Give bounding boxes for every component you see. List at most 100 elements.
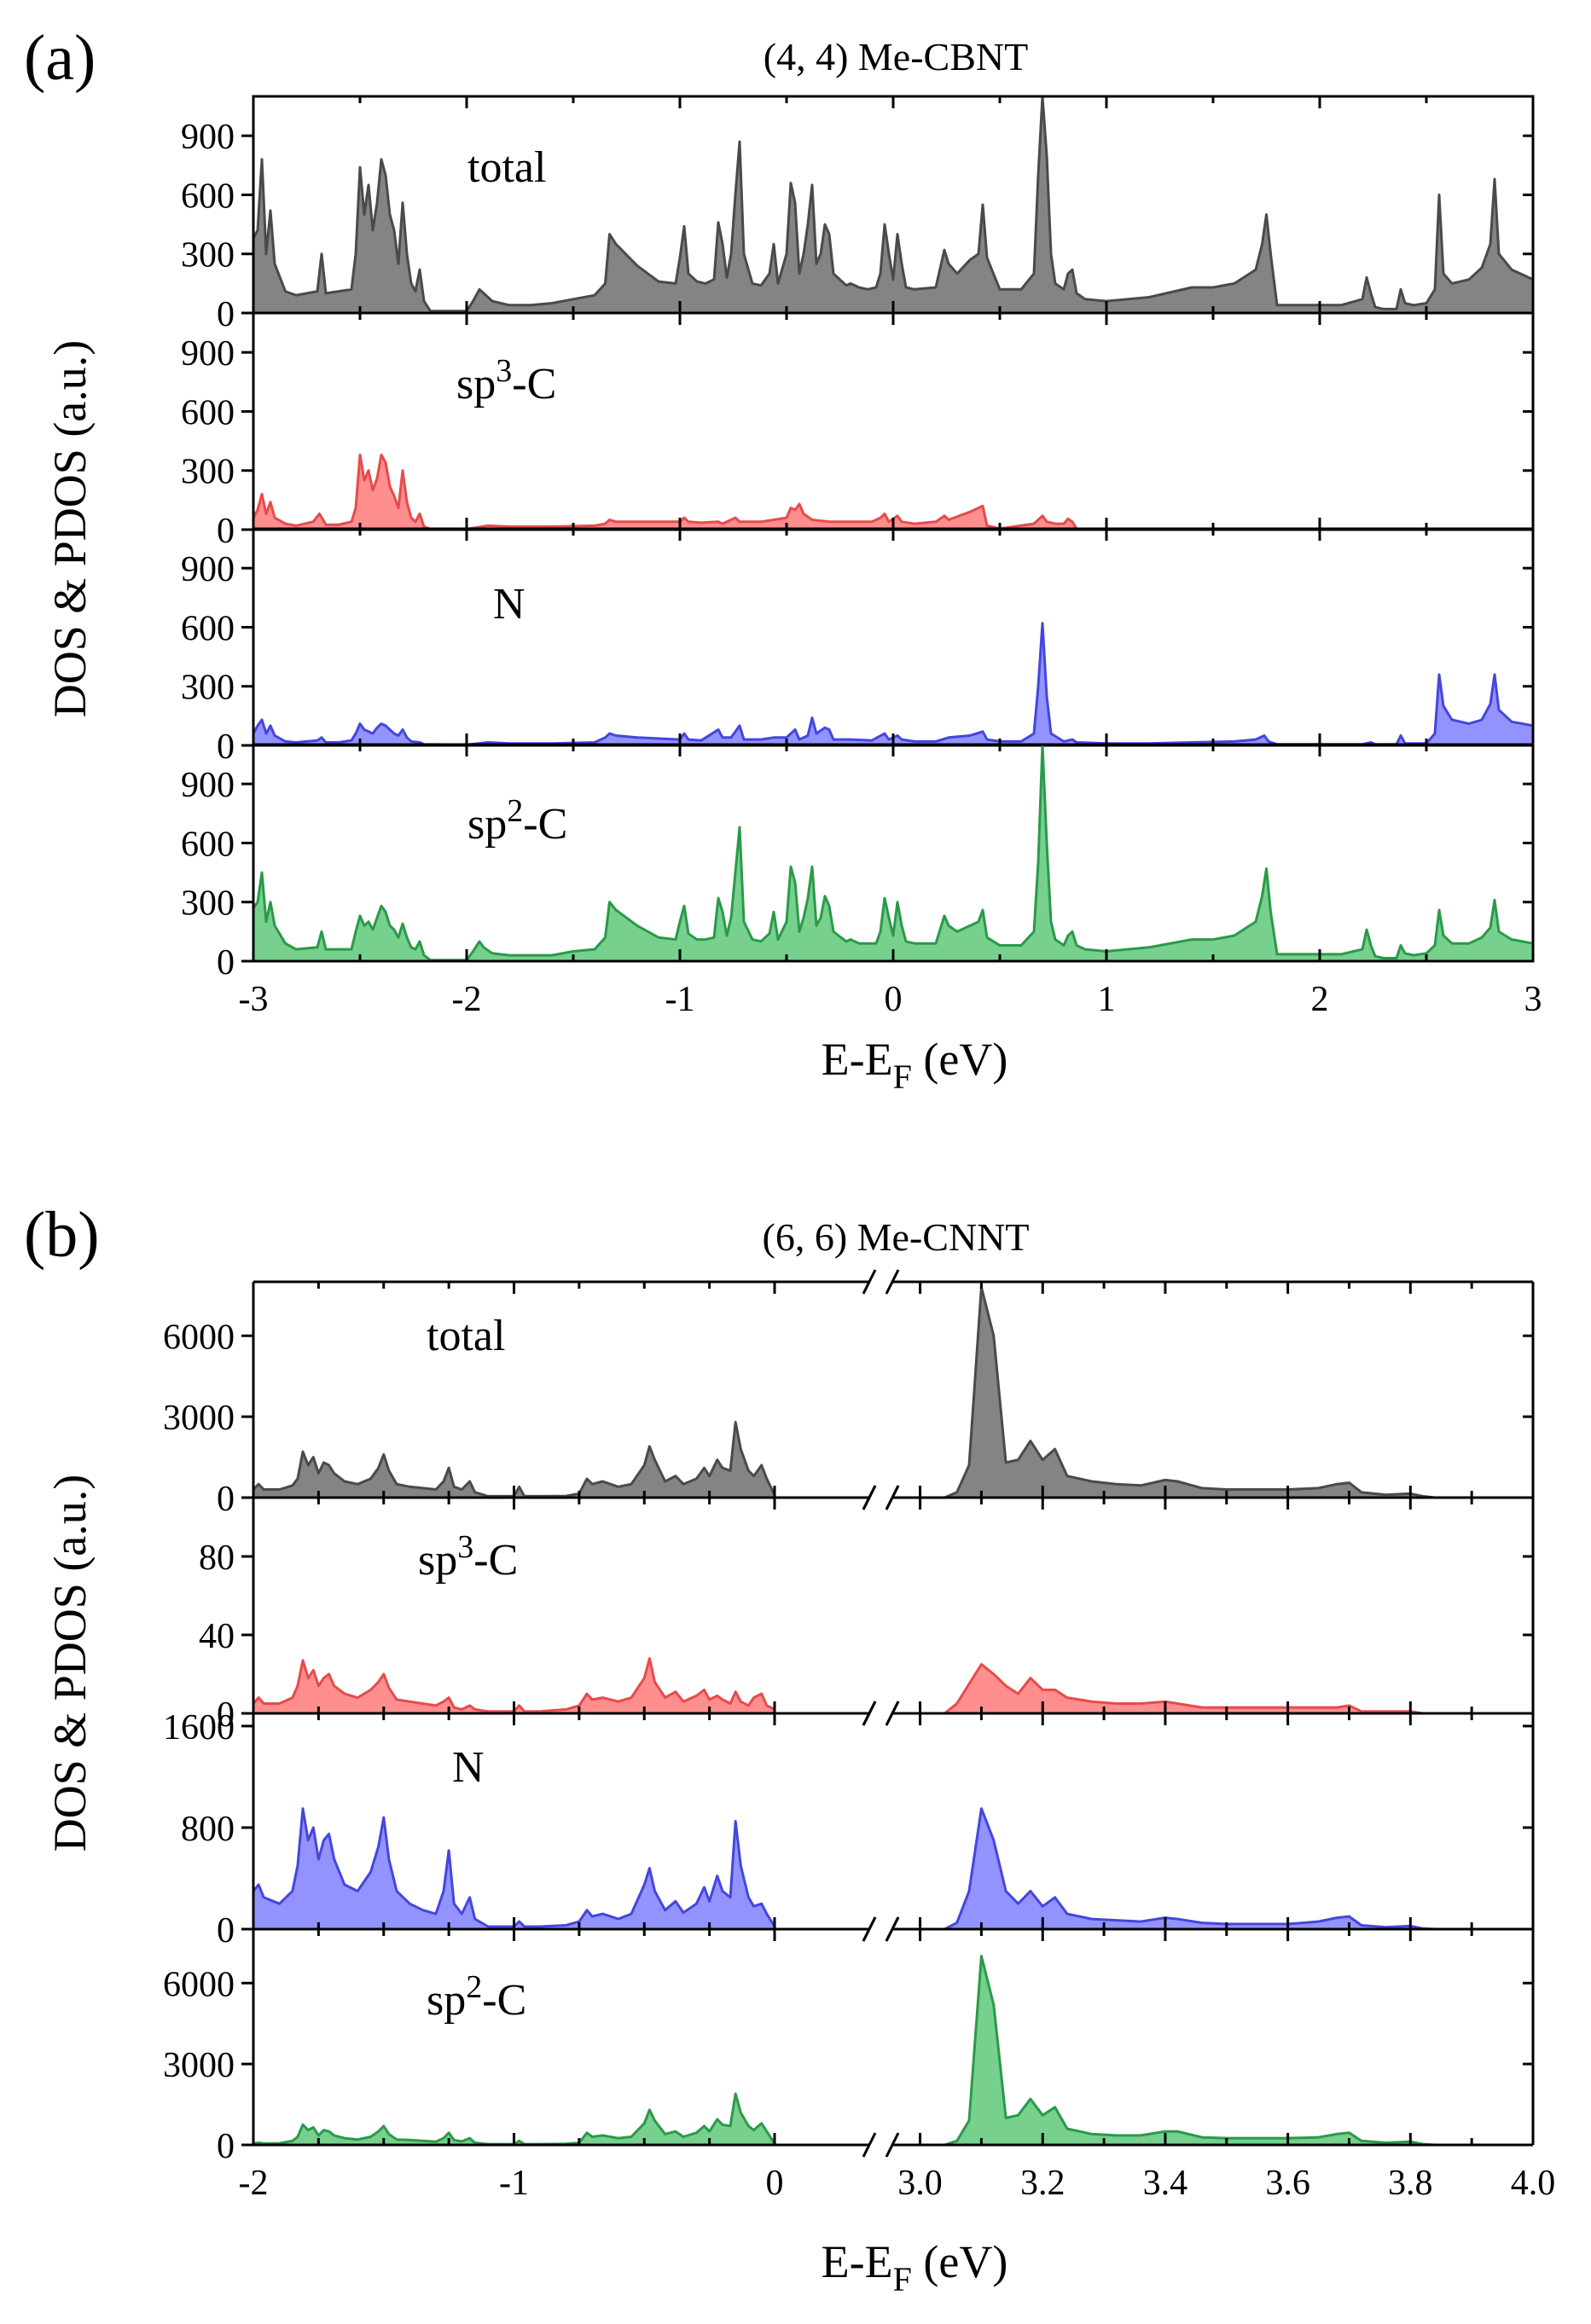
series-label: sp3-C: [418, 1529, 518, 1585]
y-tick-label: 0: [217, 1480, 235, 1519]
dos-area-sp3-C: [252, 453, 1535, 531]
series-label-text: total: [467, 143, 546, 192]
chart-title: (4, 4) Me-CBNT: [764, 35, 1028, 78]
dos-area-N-right: [943, 1807, 1437, 1931]
series-label-text: sp: [427, 1976, 466, 2025]
x-axis-label: E-EF (eV): [822, 1034, 1008, 1096]
y-tick-label: 0: [217, 512, 235, 551]
y-tick-label: 0: [217, 1695, 235, 1735]
y-tick-label: 300: [181, 453, 235, 492]
x-tick-label: 3.8: [1388, 2164, 1433, 2203]
y-tick-label: 40: [199, 1617, 235, 1656]
x-tick-label: 0: [885, 980, 903, 1019]
axis-break-mark: [862, 2132, 877, 2158]
subplot-sp3-C: 0 40 80 sp3-C: [199, 1485, 1535, 1735]
y-tick-label: 900: [181, 118, 235, 157]
series-label-superscript: 3: [496, 353, 512, 389]
dos-area-N-left: [252, 1807, 776, 1931]
axis-break-mark: [885, 2132, 900, 2158]
series-label: N: [452, 1743, 485, 1792]
series-label-suffix: -C: [523, 800, 567, 849]
dos-area-sp3-C-right: [943, 1663, 1425, 1715]
chart-title: (6, 6) Me-CNNT: [763, 1215, 1030, 1259]
subplot-total: 0 300 600 900 total: [181, 95, 1535, 334]
y-tick-label: 3000: [163, 2046, 235, 2085]
subplot-frame: [252, 311, 1535, 531]
axis-break-mark: [862, 1916, 877, 1942]
series-label-superscript: 3: [457, 1529, 473, 1565]
dos-area-total-right: [943, 1285, 1437, 1499]
series-label: sp3-C: [456, 353, 556, 409]
series-label-superscript: 2: [507, 793, 523, 829]
y-tick-label: 600: [181, 177, 235, 216]
axis-break-mark: [885, 1485, 900, 1510]
panel-label: (b): [24, 1199, 100, 1271]
x-tick-label: 3: [1524, 980, 1542, 1019]
y-tick-label: 0: [217, 1911, 235, 1950]
y-tick-label: 600: [181, 609, 235, 648]
x-tick-label: 2: [1311, 980, 1329, 1019]
axis-break-mark: [885, 1269, 900, 1295]
x-tick-label: -1: [499, 2164, 529, 2203]
axis-break-mark: [862, 1701, 877, 1726]
y-tick-label: 0: [217, 2127, 235, 2166]
y-axis-label: DOS & PDOS (a.u.): [44, 340, 96, 718]
y-tick-label: 900: [181, 766, 235, 805]
x-tick-label: 3.6: [1265, 2164, 1310, 2203]
y-tick-label: 600: [181, 825, 235, 864]
series-label-text: total: [427, 1312, 505, 1360]
series-label: sp2-C: [427, 1969, 526, 2025]
series-label: total: [427, 1312, 505, 1360]
x-tick-label: 0: [766, 2164, 784, 2203]
x-tick-label: 3.0: [897, 2164, 943, 2203]
x-tick-label: 3.2: [1020, 2164, 1066, 2203]
subplot-frame: [252, 527, 1535, 747]
subplot-total: 0 3000 6000 total: [163, 1269, 1535, 1519]
y-tick-label: 0: [217, 295, 235, 334]
dos-area-sp2-C-right: [943, 1955, 1437, 2147]
y-tick-label: 0: [217, 727, 235, 767]
x-tick-label: 3.4: [1143, 2164, 1188, 2203]
y-tick-label: 600: [181, 393, 235, 432]
x-axis-label: E-EF (eV): [822, 2236, 1008, 2298]
panel-label: (a): [24, 22, 96, 94]
subplot-sp3-C: 0 300 600 900 sp3-C: [181, 311, 1535, 551]
y-tick-label: 3000: [163, 1399, 235, 1438]
x-tick-label: -2: [239, 2164, 269, 2203]
axis-break-mark: [862, 1485, 877, 1510]
x-tick-label: -2: [452, 980, 482, 1019]
panel-b: (b) (6, 6) Me-CNNT DOS & PDOS (a.u.) E-E…: [24, 1199, 1555, 2298]
series-label: total: [467, 143, 546, 192]
x-tick-label: -3: [239, 980, 269, 1019]
x-tick-label: 1: [1098, 980, 1116, 1019]
y-tick-label: 300: [181, 669, 235, 708]
subplot-sp2-C: 0 300 600 900 sp2-C: [181, 743, 1535, 982]
series-label-text: sp: [456, 360, 496, 409]
series-label: sp2-C: [467, 793, 567, 849]
y-tick-label: 300: [181, 884, 235, 924]
y-tick-label: 0: [217, 943, 235, 982]
subplot-sp2-C: 0 3000 6000 sp2-C: [163, 1916, 1535, 2166]
dos-area-sp2-C: [252, 743, 1535, 963]
y-tick-label: 300: [181, 236, 235, 275]
axis-break-mark: [862, 1269, 877, 1295]
series-label-superscript: 2: [466, 1969, 482, 2005]
axis-break-mark: [885, 1701, 900, 1726]
series-label-suffix: -C: [482, 1976, 526, 2025]
y-tick-label: 6000: [163, 1965, 235, 2004]
subplot-N: 0 300 600 900 N: [181, 527, 1535, 767]
series-label-suffix: -C: [473, 1536, 518, 1585]
x-tick-label: 4.0: [1511, 2164, 1556, 2203]
y-axis-label: DOS & PDOS (a.u.): [44, 1475, 96, 1852]
x-tick-label: -1: [665, 980, 695, 1019]
y-tick-label: 800: [181, 1810, 235, 1849]
panel-a: (a) (4, 4) Me-CBNT DOS & PDOS (a.u.) E-E…: [24, 22, 1542, 1096]
series-label-text: N: [452, 1743, 485, 1792]
y-tick-label: 900: [181, 550, 235, 589]
dos-area-total: [252, 95, 1535, 315]
series-label-text: sp: [467, 800, 507, 849]
series-label-text: sp: [418, 1536, 457, 1585]
y-tick-label: 900: [181, 334, 235, 374]
series-label-text: N: [493, 580, 525, 629]
